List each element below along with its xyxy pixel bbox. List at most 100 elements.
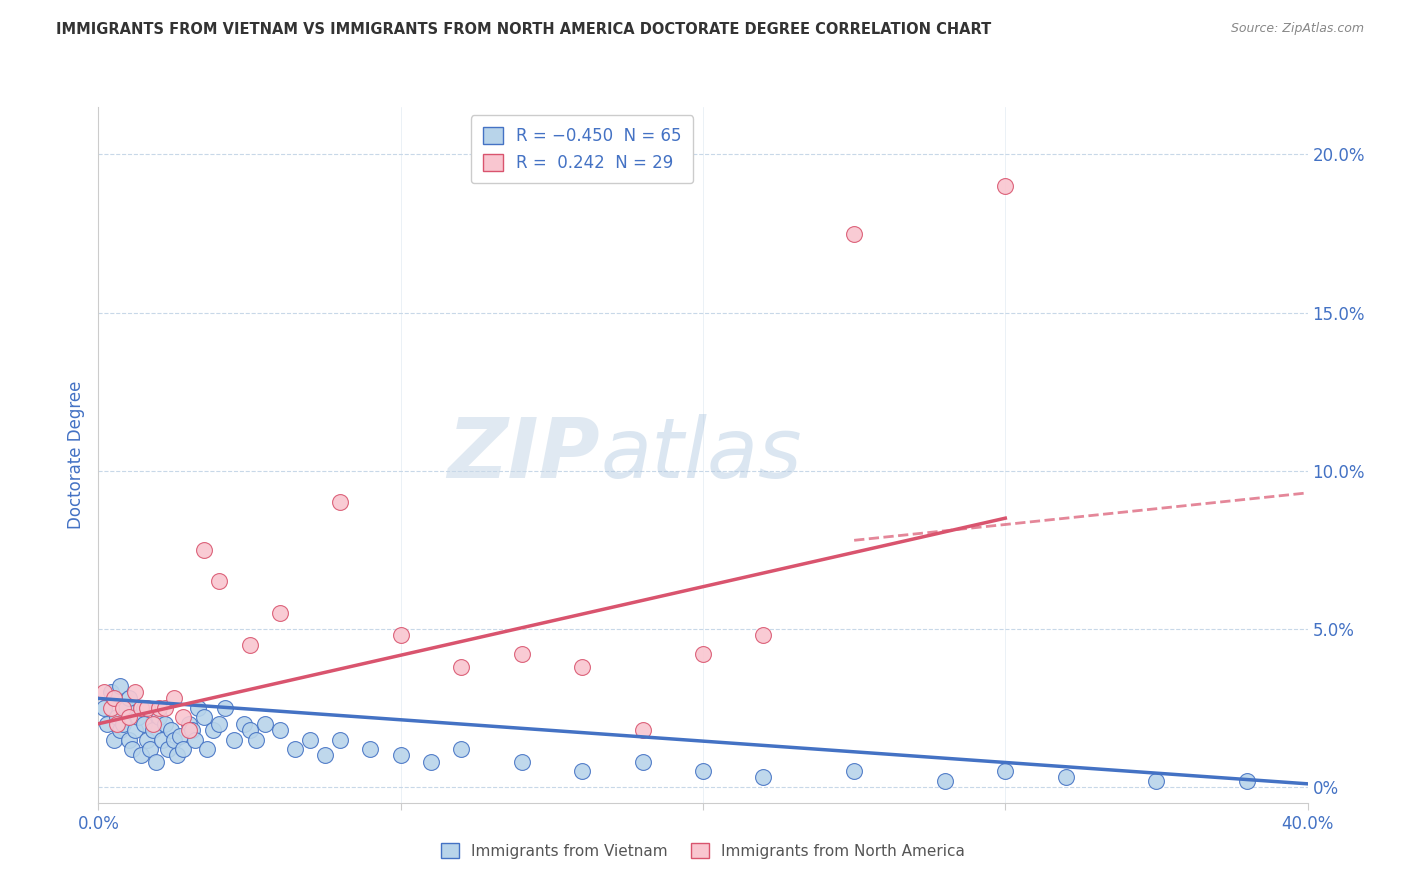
Point bbox=[166, 748, 188, 763]
Point bbox=[124, 723, 146, 737]
Point bbox=[169, 730, 191, 744]
Point bbox=[692, 764, 714, 779]
Point bbox=[314, 748, 336, 763]
Point bbox=[631, 723, 654, 737]
Point bbox=[163, 691, 186, 706]
Point bbox=[100, 701, 122, 715]
Point bbox=[150, 732, 173, 747]
Point bbox=[187, 701, 209, 715]
Point bbox=[214, 701, 236, 715]
Point bbox=[232, 716, 254, 731]
Point bbox=[752, 771, 775, 785]
Point bbox=[269, 606, 291, 620]
Point bbox=[105, 710, 128, 724]
Point bbox=[127, 710, 149, 724]
Point bbox=[111, 716, 134, 731]
Point bbox=[450, 742, 472, 756]
Point bbox=[253, 716, 276, 731]
Point bbox=[510, 647, 533, 661]
Point bbox=[148, 701, 170, 715]
Point bbox=[142, 716, 165, 731]
Point bbox=[153, 716, 176, 731]
Text: ZIP: ZIP bbox=[447, 415, 600, 495]
Point bbox=[181, 723, 204, 737]
Legend: Immigrants from Vietnam, Immigrants from North America: Immigrants from Vietnam, Immigrants from… bbox=[434, 837, 972, 864]
Point bbox=[245, 732, 267, 747]
Point bbox=[135, 732, 157, 747]
Point bbox=[844, 227, 866, 241]
Point bbox=[284, 742, 307, 756]
Point bbox=[571, 764, 593, 779]
Point bbox=[160, 723, 183, 737]
Point bbox=[153, 701, 176, 715]
Point bbox=[114, 701, 136, 715]
Point bbox=[269, 723, 291, 737]
Point bbox=[103, 691, 125, 706]
Point bbox=[108, 723, 131, 737]
Point bbox=[129, 701, 152, 715]
Point bbox=[389, 628, 412, 642]
Text: atlas: atlas bbox=[600, 415, 801, 495]
Point bbox=[163, 732, 186, 747]
Point bbox=[93, 685, 115, 699]
Point bbox=[692, 647, 714, 661]
Point bbox=[752, 628, 775, 642]
Point bbox=[132, 701, 155, 715]
Y-axis label: Doctorate Degree: Doctorate Degree bbox=[66, 381, 84, 529]
Point bbox=[208, 574, 231, 589]
Point bbox=[108, 679, 131, 693]
Point bbox=[142, 723, 165, 737]
Point bbox=[571, 660, 593, 674]
Point bbox=[299, 732, 322, 747]
Point bbox=[208, 716, 231, 731]
Point bbox=[156, 742, 179, 756]
Point bbox=[121, 742, 143, 756]
Point bbox=[193, 710, 215, 724]
Point bbox=[224, 732, 246, 747]
Point bbox=[105, 716, 128, 731]
Point bbox=[135, 701, 157, 715]
Point bbox=[111, 701, 134, 715]
Point bbox=[184, 732, 207, 747]
Point bbox=[329, 732, 352, 747]
Point bbox=[450, 660, 472, 674]
Point bbox=[100, 685, 122, 699]
Point bbox=[148, 710, 170, 724]
Point bbox=[132, 716, 155, 731]
Point bbox=[103, 691, 125, 706]
Point bbox=[1144, 773, 1167, 788]
Point bbox=[96, 716, 118, 731]
Point bbox=[193, 542, 215, 557]
Point bbox=[420, 755, 443, 769]
Point bbox=[93, 701, 115, 715]
Point bbox=[145, 755, 167, 769]
Point bbox=[631, 755, 654, 769]
Point bbox=[239, 638, 262, 652]
Point bbox=[389, 748, 412, 763]
Point bbox=[994, 764, 1017, 779]
Text: Source: ZipAtlas.com: Source: ZipAtlas.com bbox=[1230, 22, 1364, 36]
Point bbox=[118, 732, 141, 747]
Text: IMMIGRANTS FROM VIETNAM VS IMMIGRANTS FROM NORTH AMERICA DOCTORATE DEGREE CORREL: IMMIGRANTS FROM VIETNAM VS IMMIGRANTS FR… bbox=[56, 22, 991, 37]
Point bbox=[360, 742, 382, 756]
Point bbox=[329, 495, 352, 509]
Point bbox=[934, 773, 956, 788]
Point bbox=[994, 179, 1017, 194]
Point bbox=[172, 710, 194, 724]
Point bbox=[172, 742, 194, 756]
Point bbox=[239, 723, 262, 737]
Point bbox=[510, 755, 533, 769]
Point bbox=[195, 742, 218, 756]
Point bbox=[124, 685, 146, 699]
Point bbox=[179, 716, 201, 731]
Point bbox=[1054, 771, 1077, 785]
Point bbox=[118, 710, 141, 724]
Point bbox=[1236, 773, 1258, 788]
Point bbox=[202, 723, 225, 737]
Point bbox=[179, 723, 201, 737]
Point bbox=[139, 742, 162, 756]
Point bbox=[129, 748, 152, 763]
Point bbox=[844, 764, 866, 779]
Point bbox=[103, 732, 125, 747]
Point bbox=[118, 691, 141, 706]
